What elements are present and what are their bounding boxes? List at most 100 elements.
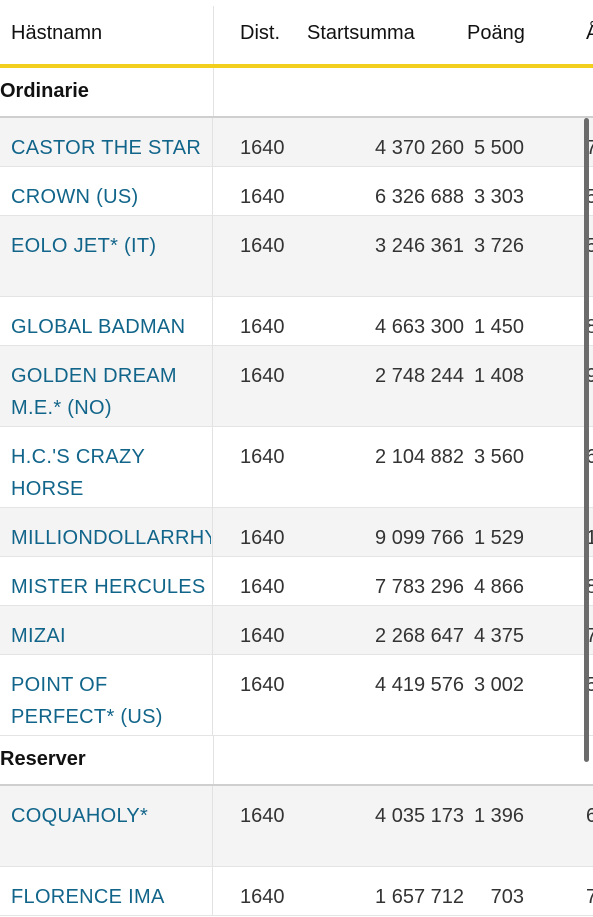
age-cell: 6	[586, 446, 593, 468]
horse-name-link[interactable]: CASTOR THE STAR	[11, 137, 202, 159]
start-sum-cell: 4 035 173	[375, 805, 464, 827]
name-cell	[0, 167, 213, 215]
age-cell: 5	[586, 674, 593, 696]
horse-name-link[interactable]: FLORENCE IMA	[11, 886, 165, 908]
distance-cell: 1640	[240, 886, 285, 908]
name-cell	[0, 557, 213, 605]
points-cell: 1 529	[473, 527, 524, 549]
column-header-points[interactable]: Poäng	[467, 22, 525, 44]
start-sum-cell: 3 246 361	[375, 235, 464, 257]
distance-cell: 1640	[240, 527, 285, 549]
section-name-cell	[0, 68, 214, 116]
points-cell: 1 408	[473, 365, 524, 387]
section-header: Ordinarie	[0, 68, 593, 118]
distance-cell: 1640	[240, 137, 285, 159]
table-row[interactable]: GLOBAL BADMAN 1640 4 663 300 1 450 8	[0, 297, 593, 346]
start-sum-cell: 2 268 647	[375, 625, 464, 647]
start-sum-cell: 1 657 712	[375, 886, 464, 908]
points-cell: 4 375	[473, 625, 524, 647]
points-cell: 4 866	[473, 576, 524, 598]
column-header-start-sum[interactable]: Startsumma	[307, 22, 415, 44]
table-row[interactable]: MIZAI 1640 2 268 647 4 375 7	[0, 606, 593, 655]
name-cell	[0, 786, 213, 866]
distance-cell: 1640	[240, 446, 285, 468]
distance-cell: 1640	[240, 235, 285, 257]
points-cell: 3 002	[473, 674, 524, 696]
distance-cell: 1640	[240, 316, 285, 338]
distance-cell: 1640	[240, 576, 285, 598]
age-cell: 8	[586, 576, 593, 598]
table-row[interactable]: H.C.'S CRAZY HORSE 1640 2 104 882 3 560 6	[0, 427, 593, 508]
distance-cell: 1640	[240, 674, 285, 696]
section-name-cell	[0, 736, 214, 784]
table-row[interactable]: MISTER HERCULES 1640 7 783 296 4 866 8	[0, 557, 593, 606]
age-cell: 1	[586, 527, 593, 549]
table-row[interactable]: COQUAHOLY* 1640 4 035 173 1 396 6	[0, 786, 593, 867]
age-cell: 5	[586, 235, 593, 257]
horse-name-link[interactable]: POINT OF PERFECT* (US)	[11, 674, 163, 728]
start-sum-cell: 4 419 576	[375, 674, 464, 696]
points-cell: 1 450	[473, 316, 524, 338]
table-row[interactable]: GOLDEN DREAM M.E.* (NO) 1640 2 748 244 1 408…	[0, 346, 593, 427]
distance-cell: 1640	[240, 365, 285, 387]
column-header-horse-name[interactable]: Hästnamn	[11, 22, 103, 44]
horse-name-link[interactable]: MILLIONDOLLARRHYME	[11, 527, 211, 549]
name-cell	[0, 655, 213, 735]
horse-name-link[interactable]: GOLDEN DREAM M.E.* (NO)	[11, 365, 177, 419]
column-divider	[213, 6, 214, 64]
name-cell	[0, 427, 213, 507]
table-row[interactable]: CASTOR THE STAR 1640 4 370 260 5 500 7	[0, 118, 593, 167]
start-sum-cell: 4 370 260	[375, 137, 464, 159]
horse-name-link[interactable]: COQUAHOLY*	[11, 805, 149, 827]
start-sum-cell: 4 663 300	[375, 316, 464, 338]
table-row[interactable]: CROWN (US) 1640 6 326 688 3 303 5	[0, 167, 593, 216]
age-cell: 5	[586, 186, 593, 208]
name-cell	[0, 867, 213, 915]
distance-cell: 1640	[240, 186, 285, 208]
name-cell	[0, 216, 213, 296]
points-cell: 3 726	[473, 235, 524, 257]
name-cell	[0, 346, 213, 426]
age-cell: 7	[586, 625, 593, 647]
horse-name-link[interactable]: GLOBAL BADMAN	[11, 316, 186, 338]
column-header-age[interactable]: Å	[586, 22, 593, 44]
table-row[interactable]: POINT OF PERFECT* (US) 1640 4 419 576 3 002 5	[0, 655, 593, 736]
distance-cell: 1640	[240, 805, 285, 827]
start-sum-cell: 7 783 296	[375, 576, 464, 598]
distance-cell: 1640	[240, 625, 285, 647]
table-row[interactable]: MILLIONDOLLARRHYME 1640 9 099 766 1 529 1	[0, 508, 593, 557]
horse-name-link[interactable]: EOLO JET* (IT)	[11, 235, 157, 257]
age-cell: 9	[586, 365, 593, 387]
start-sum-cell: 2 104 882	[375, 446, 464, 468]
table-row[interactable]: EOLO JET* (IT) 1640 3 246 361 3 726 5	[0, 216, 593, 297]
start-sum-cell: 9 099 766	[375, 527, 464, 549]
points-cell: 3 303	[473, 186, 524, 208]
start-sum-cell: 6 326 688	[375, 186, 464, 208]
age-cell: 7	[586, 137, 593, 159]
table-header: Hästnamn Dist. Startsumma Poäng Å	[0, 0, 593, 68]
horse-name-link[interactable]: CROWN (US)	[11, 186, 139, 208]
name-cell	[0, 606, 213, 654]
section-header: Reserver	[0, 736, 593, 786]
name-cell	[0, 297, 213, 345]
start-sum-cell: 2 748 244	[375, 365, 464, 387]
age-cell: 8	[586, 316, 593, 338]
points-cell: 3 560	[473, 446, 524, 468]
points-cell: 1 396	[473, 805, 524, 827]
age-cell: 6	[586, 805, 593, 827]
horse-name-link[interactable]: MIZAI	[11, 625, 66, 647]
section-label: Ordinarie	[0, 80, 89, 102]
table-body: Ordinarie CASTOR THE STAR 1640 4 370 260 5 5…	[0, 68, 593, 916]
horse-name-link[interactable]: MISTER HERCULES	[11, 576, 206, 598]
points-cell: 5 500	[473, 137, 524, 159]
table-row[interactable]: FLORENCE IMA 1640 1 657 712 703 7	[0, 867, 593, 916]
age-cell: 7	[586, 886, 593, 908]
vertical-scrollbar[interactable]	[584, 118, 589, 762]
points-cell: 703	[490, 886, 524, 908]
horse-name-link[interactable]: H.C.'S CRAZY HORSE	[11, 446, 146, 500]
name-cell	[0, 508, 213, 556]
section-label: Reserver	[0, 748, 86, 770]
name-cell	[0, 118, 213, 166]
column-header-distance[interactable]: Dist.	[240, 22, 280, 44]
